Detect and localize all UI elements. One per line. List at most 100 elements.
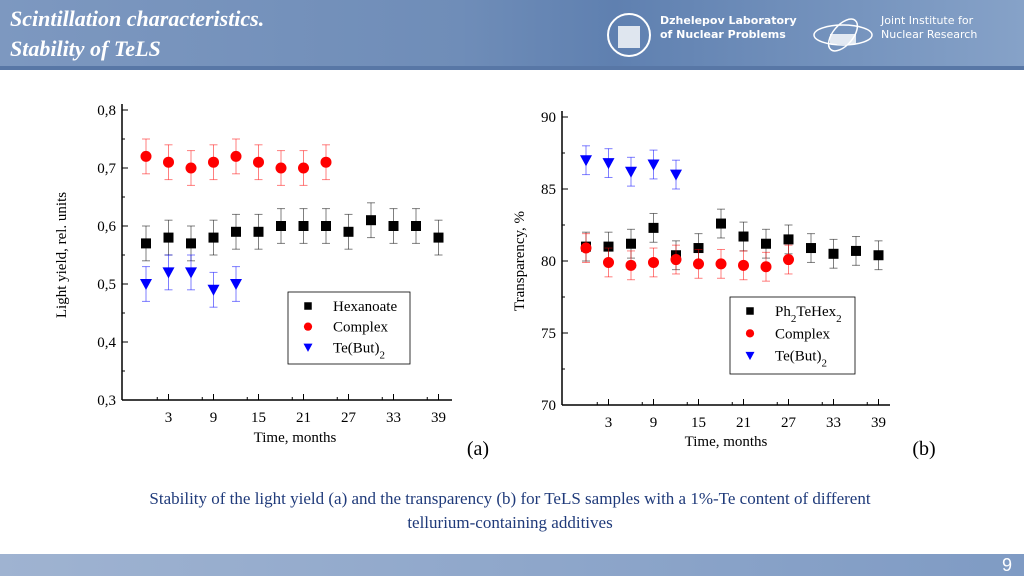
data-point <box>275 162 287 174</box>
x-tick-label: 3 <box>165 410 173 426</box>
title-line-1: Scintillation characteristics. <box>10 6 265 31</box>
data-point <box>873 250 884 261</box>
y-axis-label: Light yield, rel. units <box>54 192 70 318</box>
jinr-logo-icon <box>813 18 873 52</box>
legend-label: Complex <box>775 326 830 342</box>
data-point <box>670 169 682 181</box>
data-point <box>738 231 749 242</box>
data-point <box>648 222 659 233</box>
dlnp-logo-text: Dzhelepov Laboratory of Nuclear Problems <box>660 14 797 42</box>
data-point <box>366 215 376 226</box>
data-point <box>783 234 794 245</box>
data-point <box>783 254 794 266</box>
footer-bar: 9 <box>0 554 1024 576</box>
data-point <box>208 156 219 168</box>
data-point <box>163 232 174 243</box>
slide-title: Scintillation characteristics. Stability… <box>10 4 264 64</box>
legend-marker <box>746 307 754 315</box>
header-bar: Scintillation characteristics. Stability… <box>0 0 1024 70</box>
data-point <box>162 267 175 279</box>
data-point <box>670 254 682 266</box>
data-point <box>738 259 749 271</box>
x-tick-label: 9 <box>210 410 218 426</box>
data-point <box>276 221 286 231</box>
title-line-2: Stability of TeLS <box>10 36 161 61</box>
caption-line-2: tellurium-containing additives <box>407 513 613 532</box>
data-point <box>343 226 354 237</box>
data-point <box>208 232 219 243</box>
y-tick-label: 85 <box>541 182 556 198</box>
data-point <box>648 256 659 268</box>
y-axis-label: Transparency, % <box>512 211 528 311</box>
data-point <box>603 256 614 268</box>
legend-marker <box>304 302 312 310</box>
panel-label: (a) <box>467 438 489 460</box>
panel-label: (b) <box>912 438 935 460</box>
y-tick-label: 70 <box>541 398 556 414</box>
data-point <box>602 158 615 170</box>
dlnp-logo-icon <box>607 13 651 57</box>
x-tick-label: 9 <box>650 415 658 431</box>
x-tick-label: 27 <box>781 415 797 431</box>
y-tick-label: 0,7 <box>97 161 116 177</box>
data-point <box>141 238 151 249</box>
y-tick-label: 0,3 <box>97 393 116 409</box>
data-point <box>625 166 637 178</box>
x-tick-label: 39 <box>431 410 446 426</box>
legend-label: Te(But)2 <box>775 349 827 370</box>
data-point <box>828 248 839 259</box>
x-tick-label: 33 <box>386 410 401 426</box>
data-point <box>760 261 772 273</box>
data-point <box>603 241 614 252</box>
jinr-logo-text: Joint Institute for Nuclear Research <box>881 14 977 42</box>
data-point <box>140 279 152 290</box>
legend-marker <box>745 329 755 338</box>
data-point <box>320 156 332 168</box>
data-point <box>186 238 196 249</box>
caption-line-1: Stability of the light yield (a) and the… <box>149 489 871 508</box>
data-point <box>580 242 592 254</box>
data-point <box>230 150 242 162</box>
data-point <box>163 156 174 168</box>
x-axis-label: Time, months <box>254 430 337 446</box>
x-axis-label: Time, months <box>685 434 768 450</box>
data-point <box>185 267 197 279</box>
data-point <box>647 159 660 171</box>
legend-label: Te(But)2 <box>333 340 385 361</box>
x-tick-label: 27 <box>341 410 357 426</box>
y-tick-label: 0,4 <box>97 335 116 351</box>
data-point <box>580 155 592 167</box>
data-point <box>693 243 704 254</box>
data-point <box>693 258 704 270</box>
data-point <box>230 279 242 290</box>
x-tick-label: 15 <box>251 410 266 426</box>
legend-marker <box>745 351 755 361</box>
y-tick-label: 0,6 <box>97 219 116 235</box>
x-tick-label: 21 <box>736 415 751 431</box>
jinr-logo-line-2: Nuclear Research <box>881 28 978 41</box>
y-tick-label: 90 <box>541 110 556 126</box>
page-number: 9 <box>1001 555 1012 575</box>
data-point <box>140 150 152 162</box>
x-tick-label: 3 <box>605 415 613 431</box>
jinr-logo-line-1: Joint Institute for <box>881 14 974 27</box>
legend: Hexanoate Complex Te(But)2 <box>287 291 411 365</box>
x-tick-label: 33 <box>826 415 841 431</box>
x-tick-label: 39 <box>871 415 886 431</box>
y-tick-label: 80 <box>541 254 556 270</box>
data-point <box>625 259 637 271</box>
data-point <box>231 226 241 237</box>
figure-caption: Stability of the light yield (a) and the… <box>60 487 960 535</box>
legend-label: Hexanoate <box>333 299 397 315</box>
legend-label: Complex <box>333 320 388 336</box>
data-point <box>626 238 636 249</box>
legend-marker <box>303 322 313 331</box>
dlnp-logo-line-1: Dzhelepov Laboratory <box>660 14 797 27</box>
data-point <box>433 232 444 243</box>
data-point <box>298 162 309 174</box>
data-point <box>253 226 264 237</box>
